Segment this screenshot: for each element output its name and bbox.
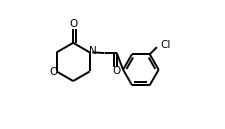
Text: N: N [89,46,96,56]
Text: O: O [69,19,77,29]
Text: O: O [50,67,58,77]
Text: Cl: Cl [160,40,171,50]
Text: O: O [113,66,121,76]
